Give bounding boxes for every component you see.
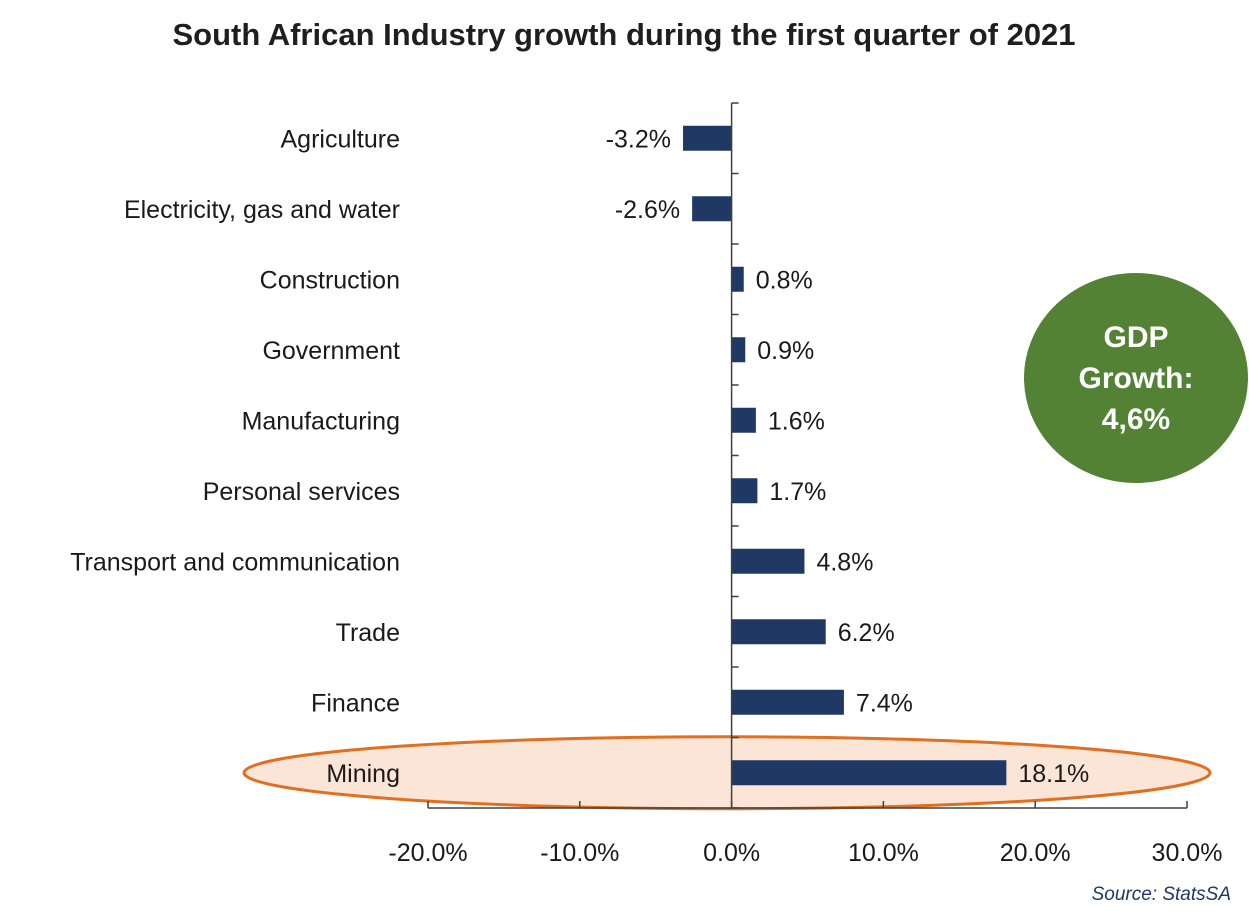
bar-personal-services — [731, 478, 758, 504]
value-label-electricity-gas-and-water: -2.6% — [615, 196, 680, 224]
category-label-finance: Finance — [311, 689, 400, 717]
value-label-personal-services: 1.7% — [769, 478, 826, 506]
bar-agriculture — [683, 125, 732, 151]
axis-layer — [427, 102, 1188, 809]
x-tick-label: 0.0% — [703, 839, 760, 867]
x-tick-label: 10.0% — [848, 839, 919, 867]
gdp-growth-circle — [1024, 273, 1248, 483]
gdp-growth-line-3: 4,6% — [1102, 403, 1170, 436]
category-label-transport-and-communication: Transport and communication — [70, 548, 400, 576]
source-note: Source: StatsSA — [1092, 884, 1231, 905]
x-tick-label: -10.0% — [540, 839, 619, 867]
value-label-agriculture: -3.2% — [606, 125, 671, 153]
labels-layer: Agriculture -3.2% Electricity, gas and wat… — [70, 125, 1222, 867]
category-label-electricity-gas-and-water: Electricity, gas and water — [124, 196, 400, 224]
value-label-finance: 7.4% — [856, 689, 913, 717]
chart-title: South African Industry growth during the… — [172, 17, 1075, 52]
bar-electricity-gas-and-water — [692, 196, 732, 222]
category-label-trade: Trade — [336, 619, 400, 647]
value-label-transport-and-communication: 4.8% — [816, 548, 873, 576]
value-label-trade: 6.2% — [838, 619, 895, 647]
gdp-growth-line-1: GDP — [1103, 321, 1168, 354]
value-label-government: 0.9% — [757, 337, 814, 365]
bar-construction — [731, 266, 744, 292]
x-tick-label: 30.0% — [1152, 839, 1223, 867]
bars-layer — [683, 125, 1007, 786]
value-label-manufacturing: 1.6% — [768, 407, 825, 435]
x-tick-label: 20.0% — [1000, 839, 1071, 867]
bar-transport-and-communication — [731, 548, 805, 574]
category-label-agriculture: Agriculture — [281, 125, 401, 153]
bar-mining — [731, 760, 1007, 786]
value-label-mining: 18.1% — [1018, 760, 1089, 788]
category-label-manufacturing: Manufacturing — [242, 407, 400, 435]
bar-manufacturing — [731, 407, 756, 433]
bar-trade — [731, 619, 826, 645]
value-label-construction: 0.8% — [756, 266, 813, 294]
gdp-growth-callout: GDP Growth: 4,6% — [1024, 273, 1248, 483]
gdp-growth-line-2: Growth: — [1079, 362, 1194, 395]
category-label-government: Government — [262, 337, 400, 365]
x-tick-label: -20.0% — [388, 839, 467, 867]
category-label-personal-services: Personal services — [203, 478, 400, 506]
category-label-construction: Construction — [260, 266, 400, 294]
bar-government — [731, 337, 746, 363]
category-label-mining: Mining — [326, 760, 400, 788]
bar-finance — [731, 689, 844, 715]
